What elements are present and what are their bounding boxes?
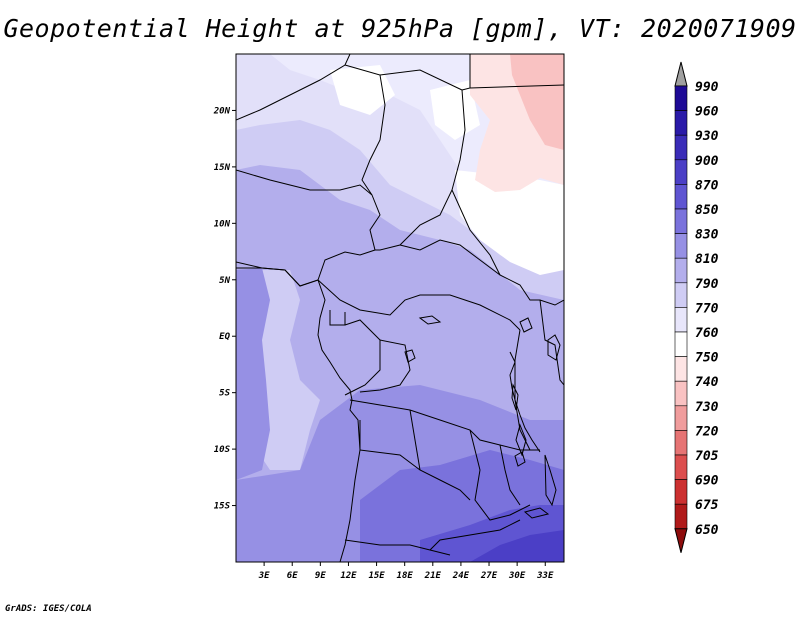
field-south-930 bbox=[470, 530, 564, 562]
colorbar-label: 960 bbox=[695, 105, 719, 120]
colorbar-segment bbox=[674, 184, 688, 210]
x-tick-label: 12E bbox=[340, 571, 357, 581]
colorbar-label: 900 bbox=[695, 154, 719, 169]
colorbar-label: 690 bbox=[695, 474, 719, 489]
y-tick-label: 5S bbox=[219, 389, 230, 399]
colorbar-segment bbox=[674, 282, 688, 308]
colorbar-label: 730 bbox=[695, 400, 719, 415]
y-axis-ticks: 20N 15N 10N 5N EQ 5S 10S 15S bbox=[213, 106, 236, 512]
colorbar-label: 650 bbox=[695, 523, 719, 538]
colorbar-label: 930 bbox=[695, 129, 719, 144]
colorbar-label: 770 bbox=[695, 301, 719, 316]
x-tick-label: 9E bbox=[315, 571, 326, 581]
field-west-850 bbox=[236, 268, 270, 480]
colorbar-label: 750 bbox=[695, 351, 719, 366]
colorbar-segment bbox=[674, 380, 688, 407]
map-panel bbox=[236, 54, 564, 562]
colorbar-label: 720 bbox=[695, 424, 719, 439]
x-tick-label: 30E bbox=[508, 571, 526, 581]
colorbar-segment bbox=[674, 110, 688, 136]
footer-credit: GrADS: IGES/COLA bbox=[5, 604, 92, 614]
colorbar-segment bbox=[674, 85, 688, 111]
colorbar-segment bbox=[674, 159, 688, 185]
country-borders bbox=[236, 54, 564, 562]
x-tick-label: 6E bbox=[287, 571, 298, 581]
colorbar-segment bbox=[674, 331, 688, 357]
colorbar-segment bbox=[674, 307, 688, 333]
colorbar-segment bbox=[674, 208, 688, 234]
colorbar-arrow-top bbox=[674, 61, 688, 87]
y-tick-label: 15S bbox=[214, 502, 231, 512]
colorbar-label: 790 bbox=[695, 277, 719, 292]
x-tick-label: 18E bbox=[397, 571, 414, 581]
colorbar-segment bbox=[674, 430, 688, 456]
colorbar-segment bbox=[674, 479, 688, 505]
colorbar-label: 990 bbox=[695, 80, 719, 95]
y-tick-label: EQ bbox=[219, 332, 230, 342]
colorbar-label: 760 bbox=[695, 326, 719, 341]
x-tick-label: 24E bbox=[452, 571, 470, 581]
colorbar-label: 705 bbox=[695, 449, 719, 464]
colorbar-segment bbox=[674, 134, 688, 161]
y-tick-label: 20N bbox=[213, 106, 231, 116]
x-tick-label: 21E bbox=[424, 571, 442, 581]
coastline bbox=[236, 261, 561, 507]
x-tick-label: 15E bbox=[368, 571, 385, 581]
map-title: Geopotential Height at 925hPa [gpm], VT:… bbox=[3, 14, 797, 43]
colorbar-segment bbox=[674, 257, 688, 284]
y-tick-label: 5N bbox=[219, 276, 230, 286]
colorbar-segment bbox=[674, 454, 688, 480]
colorbar-label: 870 bbox=[695, 178, 719, 193]
x-axis-ticks: 3E 6E 9E 12E 15E 18E 21E 24E 27E 30E 33E bbox=[258, 562, 554, 581]
field-white-patch-1 bbox=[330, 65, 395, 115]
field-white-patch-2 bbox=[430, 80, 480, 140]
y-tick-label: 10S bbox=[214, 445, 231, 455]
x-tick-label: 33E bbox=[536, 571, 554, 581]
colorbar: 990 960 930 900 870 850 830 810 790 770 760 750 740 7… bbox=[674, 61, 719, 553]
x-tick-label: 3E bbox=[258, 571, 270, 581]
colorbar-label: 810 bbox=[695, 252, 719, 267]
colorbar-segment bbox=[674, 405, 688, 431]
colorbar-segment bbox=[674, 233, 688, 259]
lakes bbox=[404, 315, 550, 519]
field-white-east bbox=[455, 170, 564, 275]
y-tick-label: 10N bbox=[214, 219, 231, 229]
colorbar-segment bbox=[674, 503, 688, 530]
colorbar-arrow-bottom bbox=[674, 528, 688, 553]
x-tick-label: 27E bbox=[480, 571, 498, 581]
colorbar-label: 850 bbox=[695, 203, 719, 218]
map-frame bbox=[235, 53, 565, 563]
colorbar-label: 740 bbox=[695, 375, 719, 390]
colorbar-segment bbox=[674, 356, 688, 382]
colorbar-label: 830 bbox=[695, 228, 719, 243]
colorbar-label: 675 bbox=[695, 498, 719, 513]
y-tick-label: 15N bbox=[214, 163, 231, 173]
field-low-740 bbox=[510, 54, 564, 150]
